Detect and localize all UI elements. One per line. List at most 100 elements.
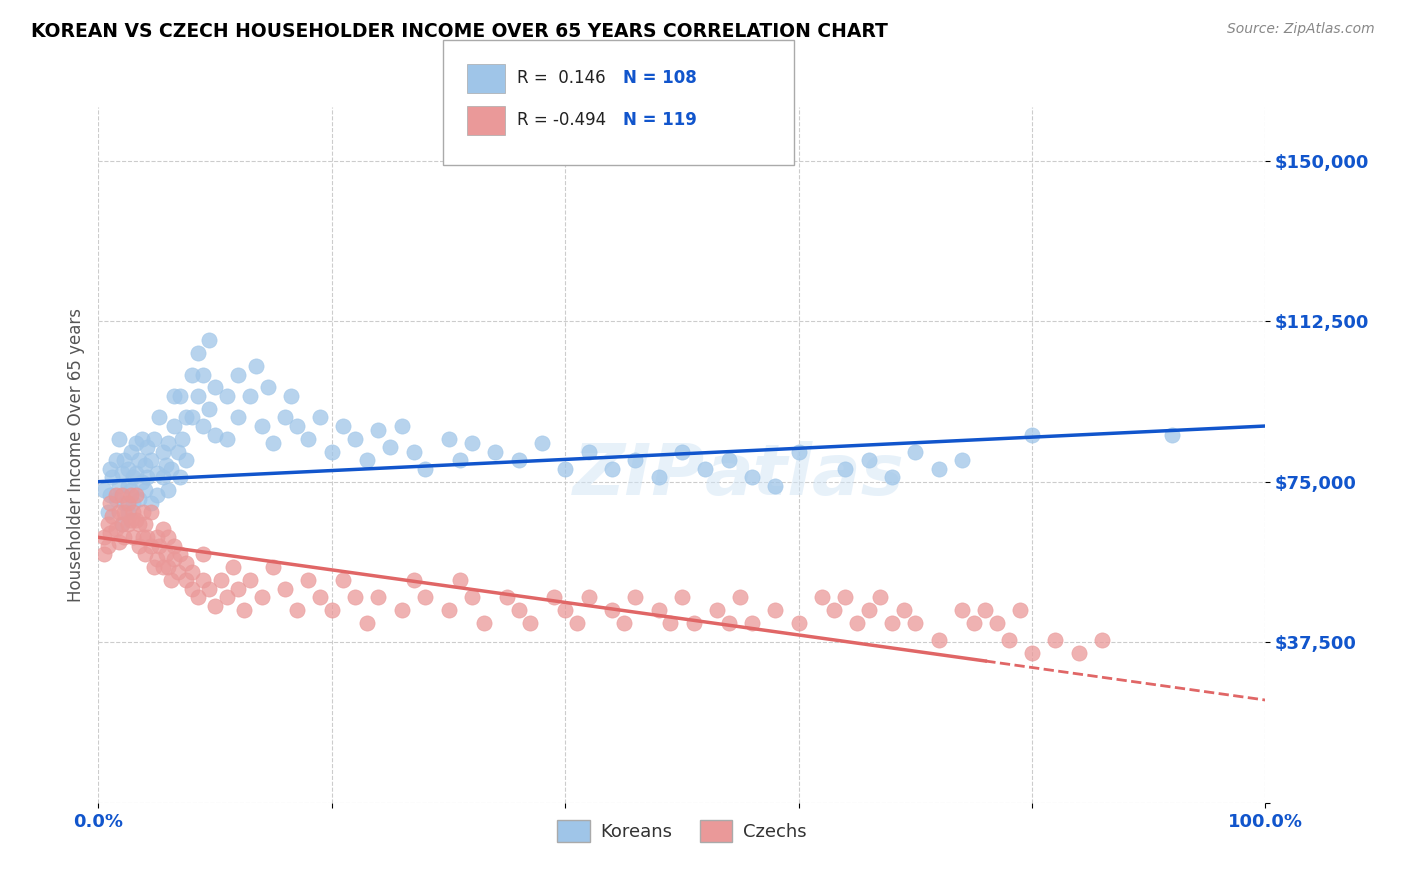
Point: [98, 462, 121, 476]
Point: [624, 591, 647, 605]
Point: [962, 615, 984, 630]
Point: [730, 591, 752, 605]
Point: [122, 470, 145, 484]
Point: [297, 432, 319, 446]
Point: [543, 591, 565, 605]
Point: [180, 410, 202, 425]
Point: [565, 615, 588, 630]
Point: [134, 458, 156, 472]
Y-axis label: Householder Income Over 65 years: Householder Income Over 65 years: [66, 308, 84, 602]
Point: [1161, 427, 1184, 442]
Point: [146, 551, 169, 566]
Point: [111, 517, 134, 532]
Point: [120, 444, 142, 458]
Point: [256, 380, 278, 394]
Point: [157, 560, 180, 574]
Point: [159, 573, 181, 587]
Point: [215, 591, 238, 605]
Point: [108, 432, 131, 446]
Point: [172, 432, 194, 446]
Point: [508, 453, 530, 467]
Point: [101, 508, 124, 523]
Point: [274, 410, 297, 425]
Point: [332, 573, 354, 587]
Point: [893, 603, 915, 617]
Point: [163, 419, 186, 434]
Point: [391, 419, 413, 434]
Point: [112, 530, 135, 544]
Point: [554, 462, 576, 476]
Point: [93, 483, 115, 498]
Point: [193, 573, 215, 587]
Point: [233, 603, 256, 617]
Point: [139, 453, 162, 467]
Point: [163, 551, 186, 566]
Point: [706, 603, 728, 617]
Point: [950, 603, 973, 617]
Point: [1067, 646, 1090, 660]
Point: [122, 505, 145, 519]
Point: [245, 359, 267, 373]
Point: [132, 530, 155, 544]
Point: [880, 615, 903, 630]
Point: [228, 410, 250, 425]
Point: [169, 470, 191, 484]
Point: [128, 517, 150, 532]
Point: [157, 483, 180, 498]
Point: [321, 444, 343, 458]
Point: [682, 615, 704, 630]
Point: [869, 591, 891, 605]
Point: [157, 436, 180, 450]
Point: [198, 334, 221, 348]
Point: [309, 591, 332, 605]
Point: [530, 436, 553, 450]
Point: [143, 432, 166, 446]
Point: [112, 505, 135, 519]
Point: [204, 599, 226, 613]
Point: [131, 432, 153, 446]
Point: [285, 419, 308, 434]
Point: [228, 582, 250, 596]
Point: [128, 453, 150, 467]
Point: [402, 444, 425, 458]
Point: [215, 389, 238, 403]
Point: [763, 479, 786, 493]
Point: [104, 491, 127, 506]
Point: [108, 479, 131, 493]
Point: [741, 615, 763, 630]
Point: [93, 530, 115, 544]
Point: [717, 453, 740, 467]
Text: R = -0.494: R = -0.494: [517, 112, 606, 129]
Point: [880, 470, 903, 484]
Point: [624, 453, 647, 467]
Point: [131, 475, 153, 489]
Point: [155, 458, 177, 472]
Point: [858, 603, 880, 617]
Point: [974, 603, 997, 617]
Point: [152, 522, 174, 536]
Point: [104, 487, 127, 501]
Point: [950, 453, 973, 467]
Text: ZIP: ZIP: [574, 442, 706, 510]
Point: [1021, 646, 1043, 660]
Point: [1091, 633, 1114, 648]
Point: [125, 466, 148, 480]
Point: [148, 539, 170, 553]
Point: [120, 513, 142, 527]
Point: [928, 633, 950, 648]
Point: [834, 591, 856, 605]
Point: [174, 573, 197, 587]
Point: [356, 615, 378, 630]
Point: [187, 346, 209, 360]
Point: [193, 368, 215, 382]
Point: [221, 560, 243, 574]
Point: [139, 539, 162, 553]
Point: [139, 496, 162, 510]
Point: [787, 444, 810, 458]
Point: [98, 526, 121, 541]
Point: [578, 444, 600, 458]
Point: [280, 389, 302, 403]
Point: [647, 470, 669, 484]
Point: [309, 410, 332, 425]
Point: [332, 419, 354, 434]
